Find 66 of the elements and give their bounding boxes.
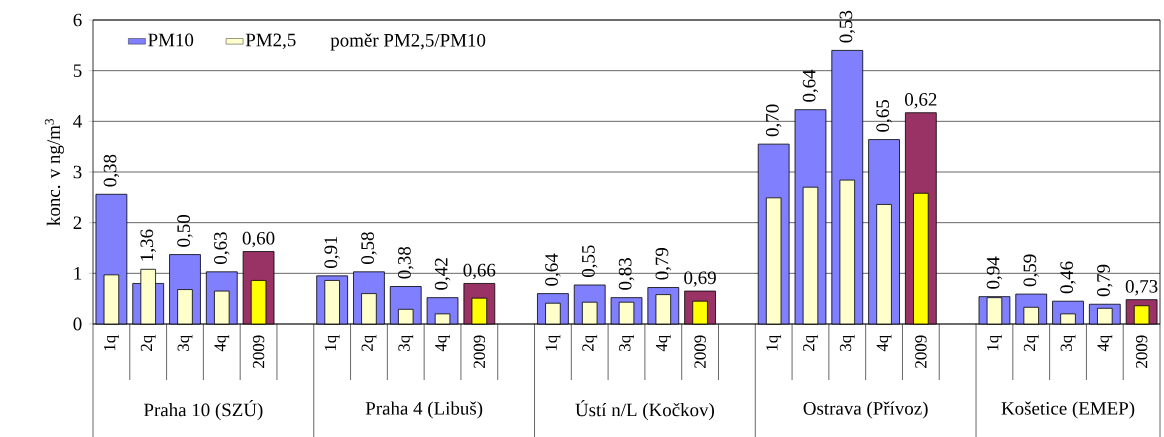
annotation: 0,73 [1125,279,1158,296]
x-tick-label: 4q [876,335,892,352]
x-tick-label: 4q [655,335,671,352]
annotation: 0,79 [655,247,672,280]
annotation: 0,60 [242,231,275,248]
annotation: 0,91 [324,236,340,268]
annotation: 0,55 [581,245,598,278]
y-tick-label: 1 [74,267,82,280]
x-tick-label: 1q [766,335,782,351]
x-tick-label: 2q [140,335,156,351]
x-tick-label: 3q [839,335,855,351]
y-tick-label: 2 [73,216,82,229]
legend-label: PM2,5 [245,33,296,50]
annotation: 0,50 [177,214,193,247]
x-tick-label: 1q [545,335,561,351]
y-tick-label: 0 [73,317,82,331]
annotation: 0,64 [545,253,561,286]
y-tick-label: 6 [73,13,82,27]
x-tick-label: 2q [1023,335,1039,351]
x-tick-label: 2q [361,335,377,351]
text: Košetice (EMEP) [1001,401,1135,419]
x-tick-label: 2009 [252,335,265,368]
x-tick-label: 2q [803,335,818,351]
x-tick-label: 2q [582,335,598,351]
annotation: 0,69 [684,271,716,287]
x-tick-label: 1q [987,335,1002,351]
x-tick-label: 4q [214,335,230,352]
x-tick-label: 2009 [915,335,927,368]
annotation: 0,66 [463,263,496,280]
y-axis-title: konc. v ng/m$^{3}$ [44,118,64,226]
x-tick-label: 3q [619,335,634,351]
y-tick-label: 4 [73,115,82,128]
x-tick-label: 3q [1060,335,1076,351]
text: Ústí n/L (Kočkov) [575,399,714,421]
x-tick-label: 2009 [694,335,706,368]
x-tick-label: 4q [1097,335,1113,352]
x-tick-label: 1q [324,335,340,351]
x-tick-label: 4q [435,335,450,352]
annotation: 0,42 [434,258,451,290]
x-tick-label: 2009 [1135,335,1148,368]
text: Praha 4 (Libuš) [365,401,483,419]
annotation: 0,46 [1060,261,1076,294]
annotation: 0,62 [905,93,937,109]
annotation: 0,38 [103,154,120,187]
annotation: 0,70 [765,104,782,137]
legend-label: PM10 [148,33,194,47]
annotation: 0,79 [1097,264,1113,297]
annotation: 0,38 [398,246,414,279]
annotation: 0,63 [214,232,230,264]
x-tick-label: 2009 [473,335,486,368]
annotation: 0,83 [618,258,635,290]
annotation: 1,36 [140,229,156,261]
y-tick-label: 5 [73,64,82,77]
annotation: 0,53 [839,10,856,43]
annotation: 0,64 [802,69,819,102]
annotation: 0,58 [361,232,377,264]
annotation: poměr PM2,5/PM10 [330,33,486,51]
annotation: 0,65 [876,99,892,132]
annotation: 0,59 [1023,254,1039,287]
x-tick-label: 3q [398,335,414,351]
text: Ostrava (Přívoz) [803,401,928,419]
x-tick-label: 1q [104,335,119,351]
y-tick-label: 3 [73,165,82,179]
text: Praha 10 (SZÚ) [144,399,263,421]
x-tick-label: 3q [177,335,193,351]
annotation: 0,94 [986,256,1003,289]
